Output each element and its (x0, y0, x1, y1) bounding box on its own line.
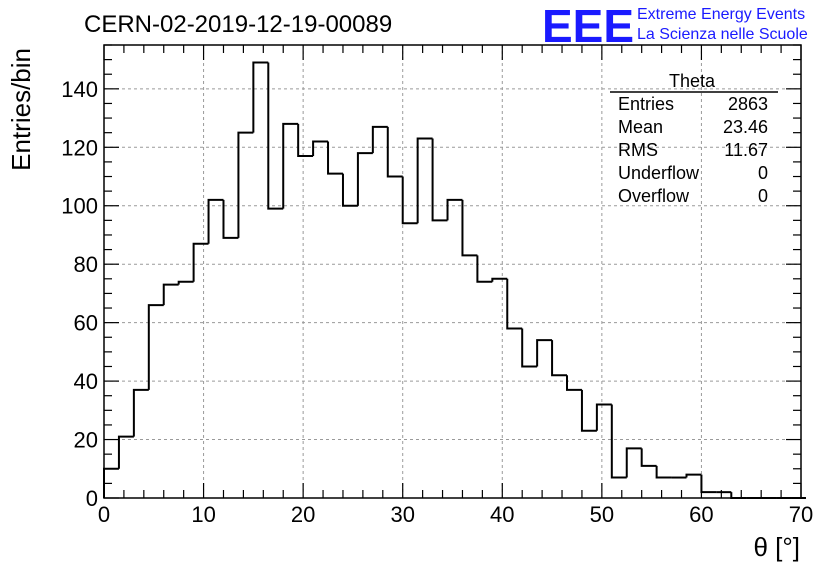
histogram-bin (162, 283, 179, 306)
y-tick-label: 120 (61, 135, 98, 160)
histogram-bin (655, 465, 672, 479)
histogram-bin (341, 173, 358, 207)
x-tick-label: 20 (291, 502, 315, 527)
histogram-series (103, 61, 806, 499)
stats-label-mean: Mean (618, 117, 663, 137)
stats-box: Theta Entries 2863 Mean 23.46 RMS 11.67 … (610, 71, 778, 206)
y-tick-label: 40 (74, 369, 98, 394)
stats-label-entries: Entries (618, 94, 674, 114)
histogram-bin (610, 404, 627, 479)
histogram-bin (237, 131, 254, 238)
y-tick-labels: 0 20 40 60 80 100 120 140 (61, 77, 98, 511)
histogram-bin (461, 199, 478, 257)
histogram-bin (506, 278, 523, 330)
y-tick-label: 20 (74, 428, 98, 453)
histogram-bin (580, 389, 597, 432)
stats-value-underflow: 0 (758, 163, 768, 183)
histogram-bin (371, 125, 388, 154)
y-tick-label: 100 (61, 194, 98, 219)
histogram-bin (730, 492, 747, 499)
histogram-bin (282, 122, 299, 209)
histogram-bin (595, 403, 612, 431)
logo-line-1: Extreme Energy Events (637, 6, 805, 23)
histogram-bin (177, 280, 194, 285)
histogram-bin (386, 126, 403, 178)
histogram-bin (356, 152, 373, 206)
histogram-bin (431, 138, 448, 222)
histogram-bin (685, 473, 702, 478)
x-tick-label: 30 (390, 502, 414, 527)
histogram-bin (625, 447, 642, 478)
plot-frame (103, 44, 802, 499)
histogram-bin (491, 277, 508, 282)
histogram-bin (551, 340, 568, 377)
histogram-bin (222, 199, 239, 239)
histogram-bin (521, 328, 538, 368)
stats-label-overflow: Overflow (618, 186, 690, 206)
histogram-bin (207, 198, 224, 244)
histogram-bin (700, 474, 717, 494)
logo-mark: EEE (542, 0, 634, 52)
x-tick-label: 60 (689, 502, 713, 527)
stats-value-entries: 2863 (728, 94, 768, 114)
y-tick-label: 0 (86, 486, 98, 511)
y-tick-label: 140 (61, 77, 98, 102)
histogram-bin (566, 375, 582, 391)
x-tick-label: 10 (191, 502, 215, 527)
y-tick-label: 80 (74, 252, 98, 277)
stats-value-rms: 11.67 (724, 140, 768, 160)
histogram-bin (401, 176, 418, 225)
histogram-bin (536, 339, 553, 367)
histogram-bin (297, 123, 314, 158)
stats-value-overflow: 0 (758, 186, 768, 206)
grid-lines (104, 45, 801, 498)
plot-border (103, 44, 802, 499)
histogram-bin (446, 198, 463, 221)
eee-logo: EEE Extreme Energy Events La Scienza nel… (542, 0, 808, 52)
x-tick-label: 70 (789, 502, 813, 527)
stats-title: Theta (669, 71, 716, 91)
logo-line-2: La Scienza nelle Scuole (637, 26, 808, 43)
stats-value-mean: 23.46 (723, 117, 768, 137)
histogram-bin (327, 141, 343, 175)
x-tick-labels: 0 10 20 30 40 50 60 70 (98, 502, 813, 527)
x-axis-title: θ [°] (753, 532, 800, 562)
stats-label-underflow: Underflow (618, 163, 700, 183)
histogram-bin (117, 435, 134, 469)
stats-label-rms: RMS (618, 140, 658, 160)
histogram-bin (132, 388, 149, 437)
histogram-bin (476, 255, 493, 283)
axis-ticks (103, 44, 802, 499)
histogram-bin (252, 61, 269, 133)
histogram-bin (267, 62, 284, 210)
histogram-bin (640, 448, 657, 467)
histogram-bin (312, 140, 329, 157)
x-tick-label: 0 (98, 502, 110, 527)
histogram-bin (416, 137, 433, 224)
histogram-bin (192, 242, 209, 282)
y-tick-label: 60 (74, 311, 98, 336)
histogram-bin (147, 304, 164, 390)
y-axis-title: Entries/bin (6, 48, 36, 171)
chart-title: CERN-02-2019-12-19-00089 (84, 11, 392, 38)
x-tick-label: 50 (590, 502, 614, 527)
x-tick-label: 40 (490, 502, 514, 527)
